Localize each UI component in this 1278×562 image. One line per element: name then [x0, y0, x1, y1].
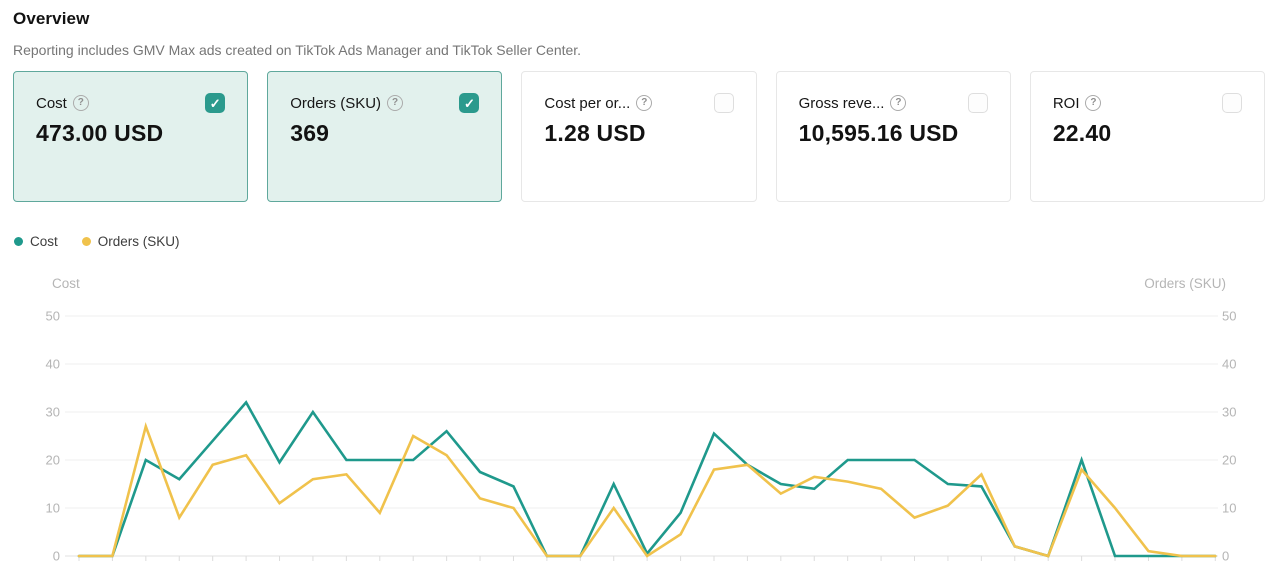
metric-card-cost-per-order[interactable]: Cost per or... ? ✓ 1.28 USD: [521, 71, 757, 202]
metric-checkbox[interactable]: ✓: [459, 93, 480, 113]
metric-card-orders-sku[interactable]: Orders (SKU) ? ✓ 369: [267, 71, 503, 202]
metric-value: 22.40: [1052, 120, 1112, 146]
metric-card-gross-revenue[interactable]: Gross reve... ? ✓ 10,595.16 USD: [775, 71, 1011, 202]
legend-label: Orders (SKU): [97, 233, 180, 249]
metric-label: Gross reve...: [798, 94, 885, 112]
metric-value: 1.28 USD: [544, 120, 646, 146]
help-icon[interactable]: ?: [1085, 95, 1102, 111]
chart-canvas: Cost Orders (SKU) 0 0 10 10 20 20 30 30 40 40 50 50: [46, 276, 1237, 562]
metric-checkbox[interactable]: ✓: [205, 93, 226, 113]
y-tick-label-left: 40: [46, 357, 60, 372]
metric-checkbox[interactable]: ✓: [713, 93, 734, 113]
legend-dot-orders: [81, 236, 91, 246]
card-header: Cost ? ✓: [36, 93, 226, 113]
help-icon[interactable]: ?: [72, 95, 89, 111]
check-icon: ✓: [209, 96, 221, 111]
card-header: Orders (SKU) ? ✓: [290, 93, 480, 113]
metric-card-cost[interactable]: Cost ? ✓ 473.00 USD: [13, 71, 249, 202]
legend-item-orders-sku[interactable]: Orders (SKU): [81, 233, 180, 249]
card-header: Gross reve... ? ✓: [799, 93, 988, 113]
y-tick-label-right: 50: [1222, 309, 1236, 324]
y-tick-label-left: 20: [46, 453, 60, 468]
page-header: Overview Reporting includes GMV Max ads …: [0, 0, 1278, 58]
y-tick-label-left: 50: [46, 309, 60, 324]
page-title: Overview: [13, 9, 90, 28]
metric-label: Cost per or...: [544, 94, 631, 112]
y-tick-label-right: 40: [1222, 357, 1236, 372]
legend-item-cost[interactable]: Cost: [14, 234, 58, 249]
metric-label: Orders (SKU): [290, 94, 382, 112]
page-subtitle: Reporting includes GMV Max ads created o…: [13, 42, 582, 58]
metric-value: 473.00 USD: [36, 120, 164, 146]
check-icon: ✓: [463, 96, 475, 111]
right-axis-title: Orders (SKU): [1144, 276, 1226, 291]
help-icon[interactable]: ?: [387, 95, 404, 111]
y-tick-label-right: 10: [1222, 501, 1236, 516]
help-icon[interactable]: ?: [890, 95, 907, 111]
legend-label: Cost: [30, 233, 58, 249]
metric-label: ROI: [1052, 94, 1080, 112]
metric-checkbox[interactable]: ✓: [967, 93, 988, 113]
metric-cards-row: Cost ? ✓ 473.00 USD Orders (SKU) ? ✓ 369…: [13, 71, 1266, 202]
metric-checkbox[interactable]: ✓: [1222, 93, 1243, 113]
left-axis-title: Cost: [52, 276, 80, 291]
card-header: Cost per or... ? ✓: [544, 93, 734, 113]
help-icon[interactable]: ?: [636, 95, 653, 111]
orders-line: [77, 422, 1217, 558]
metric-value: 369: [290, 120, 330, 146]
card-header: ROI ? ✓: [1052, 93, 1243, 113]
metric-value: 10,595.16 USD: [798, 120, 959, 146]
metric-label: Cost: [36, 94, 67, 112]
metric-card-roi[interactable]: ROI ? ✓ 22.40: [1029, 71, 1266, 202]
line-chart: Cost Orders (SKU) 0 0 10 10 20 20 30 30 40 40 50 50: [0, 270, 1278, 562]
y-tick-label-left: 0: [53, 549, 60, 562]
cost-line: [77, 400, 1217, 558]
y-tick-label-right: 0: [1222, 549, 1229, 562]
y-tick-label-right: 30: [1222, 405, 1236, 420]
legend-dot-cost: [14, 236, 23, 246]
y-tick-label-left: 30: [46, 405, 60, 420]
y-tick-label-right: 20: [1222, 453, 1236, 468]
y-tick-label-left: 10: [46, 501, 60, 516]
chart-legend: Cost Orders (SKU): [14, 233, 1278, 249]
